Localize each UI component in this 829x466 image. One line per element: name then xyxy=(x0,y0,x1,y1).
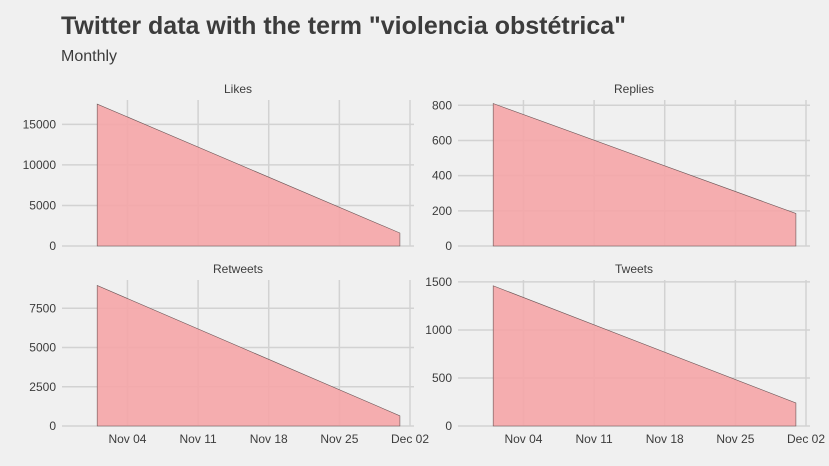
y-tick-label-replies-800: 800 xyxy=(432,98,452,112)
x-tick-label-1-2: Nov 18 xyxy=(250,432,288,446)
y-tick-label-retweets-2500: 2500 xyxy=(29,380,56,394)
y-tick-label-retweets-7500: 7500 xyxy=(29,301,56,315)
y-tick-label-likes-5000: 5000 xyxy=(29,198,56,212)
panel-label-likes: Likes xyxy=(224,82,252,96)
y-tick-label-tweets-0: 0 xyxy=(445,419,452,433)
x-tick-label-1-3: Nov 25 xyxy=(320,432,358,446)
panel-label-retweets: Retweets xyxy=(213,262,263,276)
area-likes xyxy=(96,103,401,247)
y-tick-label-replies-600: 600 xyxy=(432,133,452,147)
y-tick-label-likes-0: 0 xyxy=(49,239,56,253)
y-tick-label-replies-400: 400 xyxy=(432,169,452,183)
y-tick-label-retweets-5000: 5000 xyxy=(29,341,56,355)
x-tick-label-2-4: Dec 02 xyxy=(787,432,825,446)
x-tick-label-2-0: Nov 04 xyxy=(504,432,542,446)
chart-subtitle: Monthly xyxy=(61,48,118,65)
panel-label-tweets: Tweets xyxy=(615,262,653,276)
y-tick-label-replies-0: 0 xyxy=(445,239,452,253)
area-tweets xyxy=(492,285,797,427)
x-tick-label-1-4: Dec 02 xyxy=(391,432,429,446)
y-tick-label-tweets-1500: 1500 xyxy=(425,275,452,289)
y-tick-label-likes-10000: 10000 xyxy=(23,158,57,172)
area-retweets xyxy=(96,285,401,427)
y-tick-label-tweets-500: 500 xyxy=(432,371,452,385)
area-replies xyxy=(492,103,797,247)
x-tick-label-2-3: Nov 25 xyxy=(716,432,754,446)
x-tick-label-1-1: Nov 11 xyxy=(180,432,217,446)
y-tick-label-tweets-1000: 1000 xyxy=(425,323,452,337)
x-tick-label-2-1: Nov 11 xyxy=(576,432,613,446)
chart-title: Twitter data with the term "violencia ob… xyxy=(61,12,627,40)
panel-label-replies: Replies xyxy=(614,82,654,96)
y-tick-label-retweets-0: 0 xyxy=(49,419,56,433)
x-tick-label-1-0: Nov 04 xyxy=(108,432,146,446)
x-tick-label-2-2: Nov 18 xyxy=(646,432,684,446)
y-tick-label-likes-15000: 15000 xyxy=(23,117,57,131)
y-tick-label-replies-200: 200 xyxy=(432,204,452,218)
